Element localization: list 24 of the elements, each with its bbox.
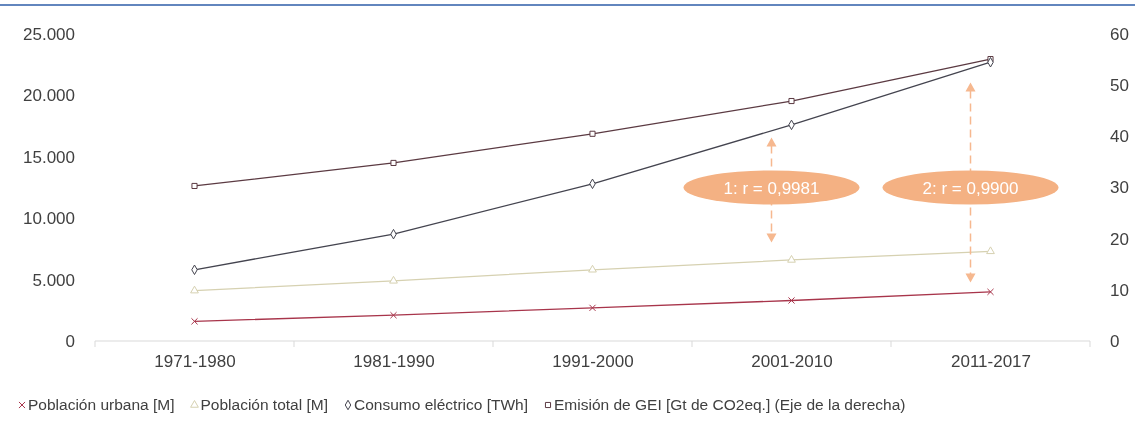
y-tick-label: 10.000 [23,209,75,229]
x-tick-label: 1981-1990 [353,352,435,372]
y-tick-label: 0 [65,331,75,351]
x-tick-label: 2001-2010 [751,352,833,372]
y-tick-label: 15.000 [23,147,75,167]
y2-tick-label: 50 [1110,76,1129,96]
legend-label: Consumo eléctrico [TWh] [354,396,528,413]
y-tick-label: 5.000 [32,270,75,290]
legend-label: Población urbana [M] [28,396,175,413]
x-tick-label: 1991-2000 [552,352,634,372]
y2-tick-label: 30 [1110,178,1129,198]
legend-label: Población total [M] [200,396,328,413]
annotation: 1: r = 0,9981 [723,178,820,198]
y2-tick-label: 0 [1110,331,1120,351]
x-tick-label: 1971-1980 [154,352,236,372]
y-tick-label: 20.000 [23,86,75,106]
annotation: 2: r = 0,9900 [922,178,1019,198]
x-tick-label: 2011-2017 [950,352,1032,372]
y2-tick-label: 10 [1110,280,1129,300]
legend-label: Emisión de GEI [Gt de CO2eq.] (Eje de la derecha) [554,396,906,413]
y2-tick-label: 40 [1110,127,1129,147]
y2-tick-label: 60 [1110,24,1129,44]
y-tick-label: 25.000 [23,24,75,44]
y2-tick-label: 20 [1110,229,1129,249]
